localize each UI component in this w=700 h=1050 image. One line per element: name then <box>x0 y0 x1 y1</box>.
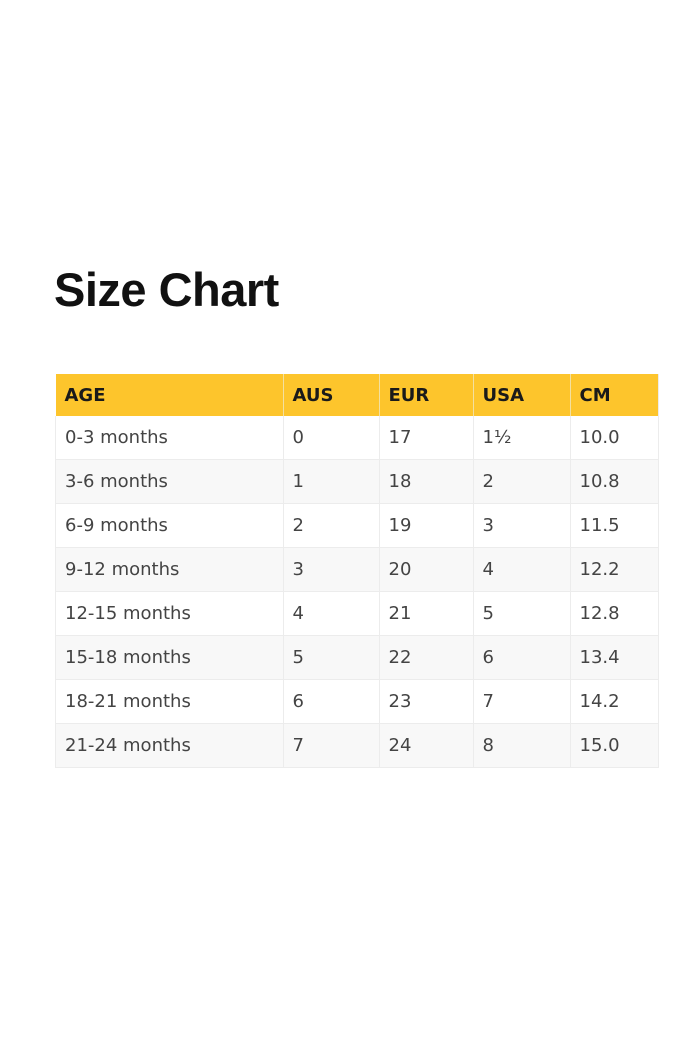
cell-eur: 18 <box>379 459 474 504</box>
table-row: 18-21 months 6 23 7 14.2 <box>55 679 659 724</box>
cell-cm: 15.0 <box>570 723 659 768</box>
table-row: 15-18 months 5 22 6 13.4 <box>55 635 659 680</box>
table-row: 3-6 months 1 18 2 10.8 <box>55 459 659 504</box>
cell-eur: 22 <box>379 635 474 680</box>
cell-usa: 1½ <box>473 416 571 460</box>
cell-cm: 10.8 <box>570 459 659 504</box>
cell-cm: 12.8 <box>570 591 659 636</box>
page-title: Size Chart <box>54 263 279 316</box>
header-cm: CM <box>570 374 659 416</box>
table-row: 0-3 months 0 17 1½ 10.0 <box>55 416 659 460</box>
cell-age: 12-15 months <box>55 591 284 636</box>
cell-eur: 23 <box>379 679 474 724</box>
cell-eur: 19 <box>379 503 474 548</box>
table-row: 21-24 months 7 24 8 15.0 <box>55 723 659 768</box>
table-row: 6-9 months 2 19 3 11.5 <box>55 503 659 548</box>
cell-cm: 12.2 <box>570 547 659 592</box>
cell-usa: 8 <box>473 723 571 768</box>
cell-age: 15-18 months <box>55 635 284 680</box>
cell-aus: 3 <box>283 547 380 592</box>
cell-aus: 5 <box>283 635 380 680</box>
cell-eur: 21 <box>379 591 474 636</box>
cell-cm: 14.2 <box>570 679 659 724</box>
cell-eur: 20 <box>379 547 474 592</box>
cell-usa: 5 <box>473 591 571 636</box>
cell-usa: 6 <box>473 635 571 680</box>
cell-usa: 7 <box>473 679 571 724</box>
cell-aus: 1 <box>283 459 380 504</box>
header-eur: EUR <box>379 374 474 416</box>
header-aus: AUS <box>283 374 380 416</box>
cell-cm: 11.5 <box>570 503 659 548</box>
header-age: AGE <box>55 374 284 416</box>
cell-aus: 6 <box>283 679 380 724</box>
cell-usa: 4 <box>473 547 571 592</box>
cell-aus: 2 <box>283 503 380 548</box>
table-header-row: AGE AUS EUR USA CM <box>55 374 659 416</box>
table-row: 9-12 months 3 20 4 12.2 <box>55 547 659 592</box>
cell-eur: 24 <box>379 723 474 768</box>
cell-aus: 0 <box>283 416 380 460</box>
cell-cm: 13.4 <box>570 635 659 680</box>
cell-aus: 4 <box>283 591 380 636</box>
header-usa: USA <box>473 374 571 416</box>
cell-usa: 3 <box>473 503 571 548</box>
cell-aus: 7 <box>283 723 380 768</box>
cell-age: 0-3 months <box>55 416 284 460</box>
cell-usa: 2 <box>473 459 571 504</box>
table-row: 12-15 months 4 21 5 12.8 <box>55 591 659 636</box>
cell-age: 6-9 months <box>55 503 284 548</box>
cell-age: 21-24 months <box>55 723 284 768</box>
cell-age: 18-21 months <box>55 679 284 724</box>
cell-eur: 17 <box>379 416 474 460</box>
cell-cm: 10.0 <box>570 416 659 460</box>
size-chart-table: AGE AUS EUR USA CM 0-3 months 0 17 1½ 10.0 3-… <box>55 374 659 768</box>
cell-age: 3-6 months <box>55 459 284 504</box>
cell-age: 9-12 months <box>55 547 284 592</box>
